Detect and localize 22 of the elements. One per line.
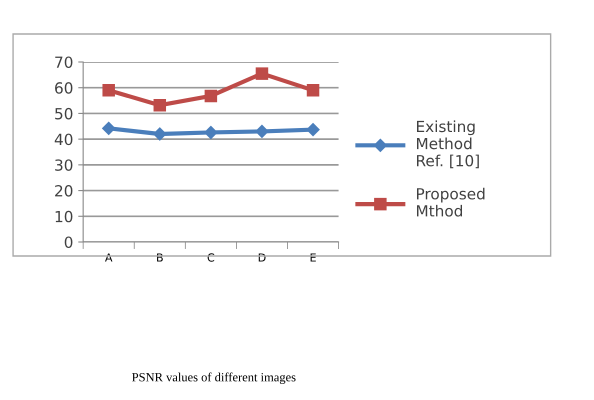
point (154, 98, 166, 112)
x-tick-label: E (310, 253, 316, 262)
y-tick-label: 20 (55, 185, 72, 197)
y-tick-label: 50 (55, 108, 72, 120)
point (306, 84, 320, 97)
y-tick-label: 60 (55, 82, 72, 94)
point (255, 124, 269, 138)
point (102, 122, 116, 135)
point (153, 127, 166, 141)
y-tick-label: 70 (55, 56, 72, 68)
point (306, 123, 320, 136)
point (256, 67, 268, 80)
point (204, 126, 218, 140)
legend-label: Proposed Mthod (416, 188, 484, 217)
point (102, 84, 115, 97)
y-tick-label: 30 (55, 159, 72, 171)
y-tick-label: 10 (56, 210, 72, 222)
point (204, 90, 218, 102)
y-tick-label: 40 (54, 134, 72, 146)
y-tick-label: 0 (64, 236, 72, 248)
text: PSNR values of different images (132, 372, 296, 384)
legend-label: Existing Method Ref. [10] (416, 120, 479, 168)
